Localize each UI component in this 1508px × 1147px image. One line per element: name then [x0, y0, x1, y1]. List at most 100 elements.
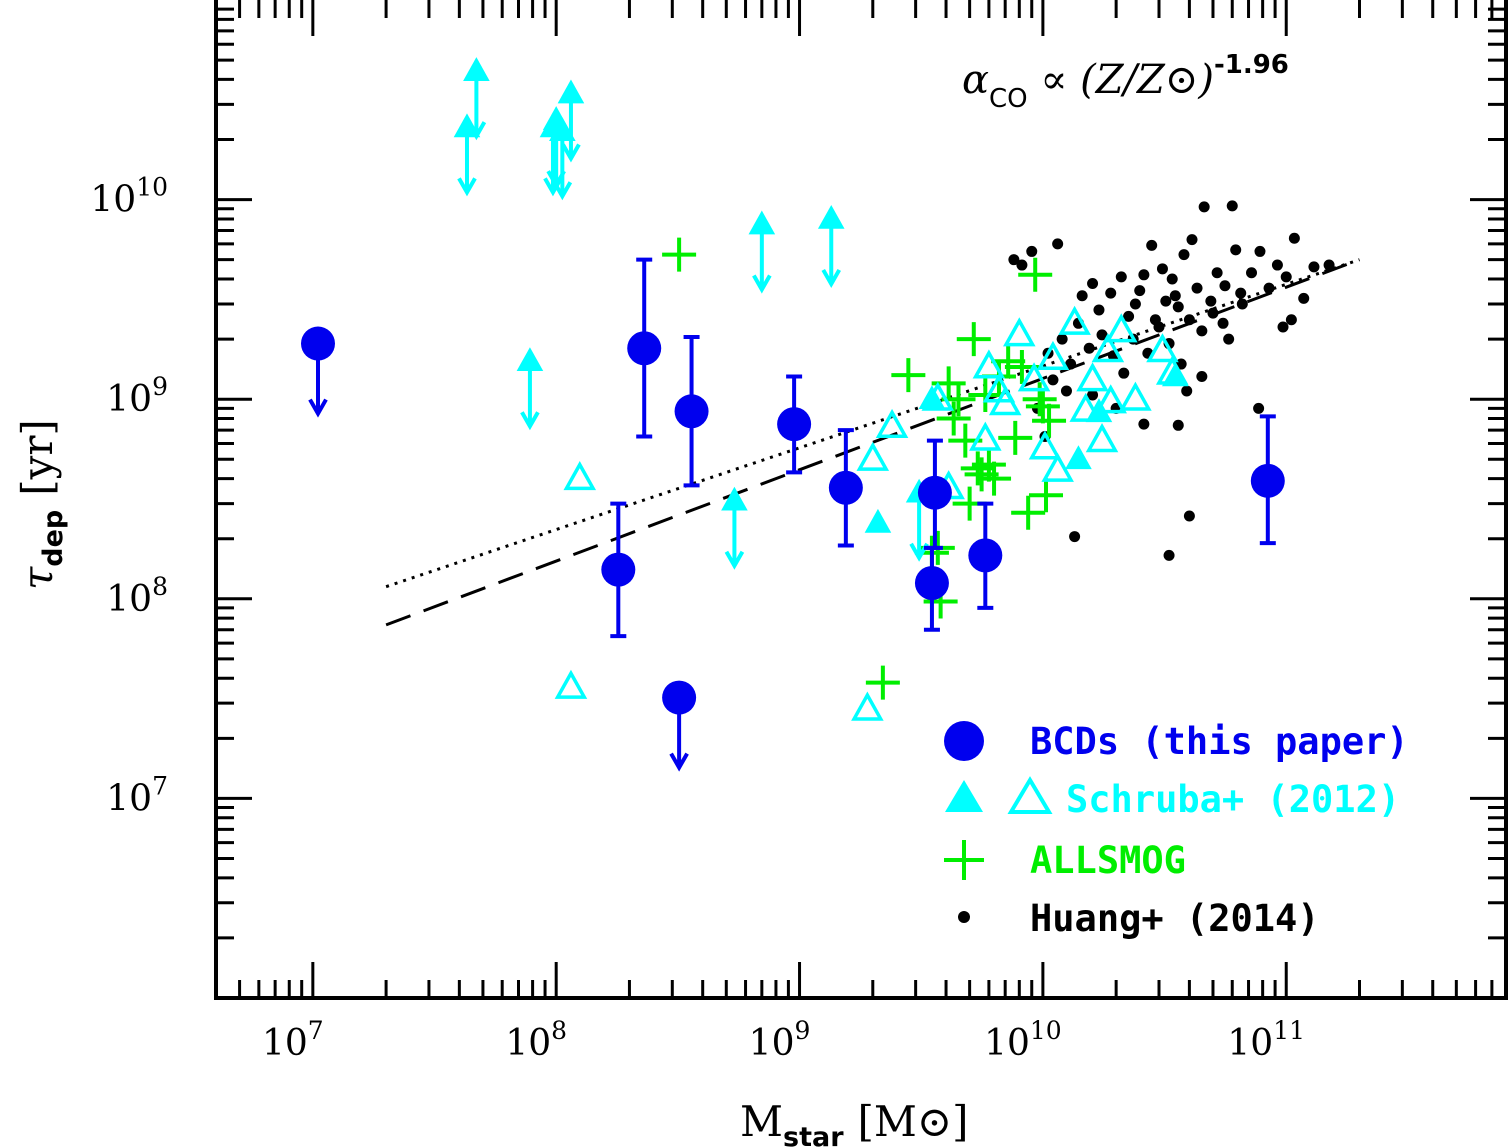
schruba-open-point: [1036, 340, 1070, 371]
schruba-open-point: [856, 441, 890, 471]
huang-point: [1277, 321, 1289, 333]
huang-point: [1181, 385, 1193, 397]
annotation-alpha: α: [962, 57, 989, 103]
huang-point: [1235, 287, 1247, 299]
bcd-point: [662, 680, 697, 715]
data-marks: [300, 57, 1335, 772]
huang-point: [1285, 314, 1297, 326]
schruba-open-point: [1076, 362, 1109, 392]
schruba-limit-arrow: [552, 131, 573, 201]
schruba-open-point: [1094, 384, 1128, 414]
huang-point: [1207, 307, 1219, 319]
huang-point: [1069, 531, 1081, 543]
huang-point: [1056, 333, 1068, 345]
axis-ticks: [214, 0, 1508, 1000]
allsmog-point: [968, 377, 1003, 412]
legend-label-schruba: Schruba+ (2012): [1066, 778, 1400, 821]
huang-point: [1166, 273, 1178, 285]
huang-point: [1052, 238, 1064, 250]
schruba-filled-point: [1161, 362, 1189, 387]
huang-point: [1211, 267, 1223, 279]
huang-point: [1169, 290, 1181, 302]
schruba-filled-point: [1065, 445, 1092, 470]
huang-point: [1183, 510, 1195, 522]
allsmog-point: [891, 358, 926, 393]
allsmog-point: [956, 322, 991, 357]
schruba-open-point: [1028, 430, 1062, 460]
huang-point: [1087, 389, 1099, 401]
x-axis-label: Mstar [M⊙]: [740, 1097, 969, 1147]
schruba-open-point: [1069, 392, 1103, 422]
schruba-open-point: [1041, 452, 1074, 482]
legend-item-schruba: Schruba+ (2012): [945, 776, 1400, 821]
huang-point: [1129, 298, 1141, 310]
tick-labels: 107 108 109 1010 1011 107 108 109 1010: [90, 173, 1305, 1064]
huang-point: [1138, 418, 1150, 430]
schruba-open-point: [563, 461, 597, 491]
huang-point: [1047, 374, 1059, 386]
x-axis-label-main: M: [740, 1097, 783, 1146]
huang-point: [1271, 259, 1283, 271]
huang-point: [1196, 325, 1208, 337]
dotted-fit-line: [385, 258, 1360, 589]
bcd-point: [1250, 463, 1285, 498]
huang-point: [1163, 549, 1175, 561]
legend-marker-bcd: [944, 721, 984, 761]
huang-point: [1118, 367, 1130, 379]
huang-point: [1217, 317, 1229, 329]
huang-point: [1060, 385, 1072, 397]
huang-point: [1146, 239, 1158, 251]
huang-point: [1172, 419, 1184, 431]
x-axis-label-unit: [M⊙]: [858, 1097, 969, 1146]
schruba-limit-arrow: [520, 361, 540, 431]
huang-point: [1246, 267, 1258, 279]
schruba-filled-point: [864, 508, 892, 533]
allsmog-point: [936, 401, 971, 436]
huang-point: [1083, 342, 1095, 354]
schruba-open-point: [851, 691, 884, 721]
allsmog-point: [1032, 403, 1067, 438]
huang-point: [1280, 271, 1292, 283]
x-tick-label: 1011: [1227, 1016, 1305, 1064]
bcd-point: [828, 470, 863, 505]
schruba-open-point: [875, 408, 909, 439]
huang-point: [1254, 245, 1266, 257]
huang-point: [1308, 261, 1320, 273]
schruba-open-point: [1017, 362, 1051, 392]
annotation: αCO ∝ (Z/Z⊙)-1.96: [962, 50, 1289, 114]
schruba-limit-point: [463, 57, 490, 81]
huang-point: [1134, 285, 1146, 297]
huang-point: [1065, 358, 1077, 370]
huang-point: [1087, 277, 1099, 289]
huang-point: [1093, 304, 1105, 316]
huang-point: [1298, 292, 1310, 304]
bcd-point: [601, 552, 636, 587]
bcd-point: [914, 565, 949, 600]
schruba-open-point: [1058, 305, 1091, 335]
bcd-point: [300, 326, 335, 361]
huang-point: [1236, 298, 1248, 310]
huang-point: [1123, 310, 1135, 322]
x-tick-label: 109: [749, 1016, 811, 1064]
allsmog-point: [662, 237, 697, 272]
model-lines: [385, 258, 1361, 627]
dashed-fit-line: [385, 258, 1361, 627]
legend-marker-schruba-open: [1007, 776, 1053, 814]
huang-point: [1008, 254, 1020, 266]
huang-point: [1138, 269, 1150, 281]
schruba-open-point: [988, 386, 1022, 416]
legend-label-bcd: BCDs (this paper): [1030, 720, 1409, 763]
huang-point: [1288, 232, 1300, 244]
y-tick-label: 108: [106, 572, 168, 620]
schruba-open-point: [1003, 317, 1036, 347]
huang-point: [1160, 295, 1172, 307]
allsmog-point: [1011, 495, 1046, 530]
huang-point: [1323, 259, 1335, 271]
schruba-limit-arrow: [457, 127, 477, 197]
huang-point: [1230, 244, 1242, 256]
bcd-point: [917, 475, 952, 510]
huang-point: [1226, 200, 1238, 212]
legend-marker-huang: [958, 911, 970, 923]
y-tick-label: 109: [106, 372, 168, 420]
